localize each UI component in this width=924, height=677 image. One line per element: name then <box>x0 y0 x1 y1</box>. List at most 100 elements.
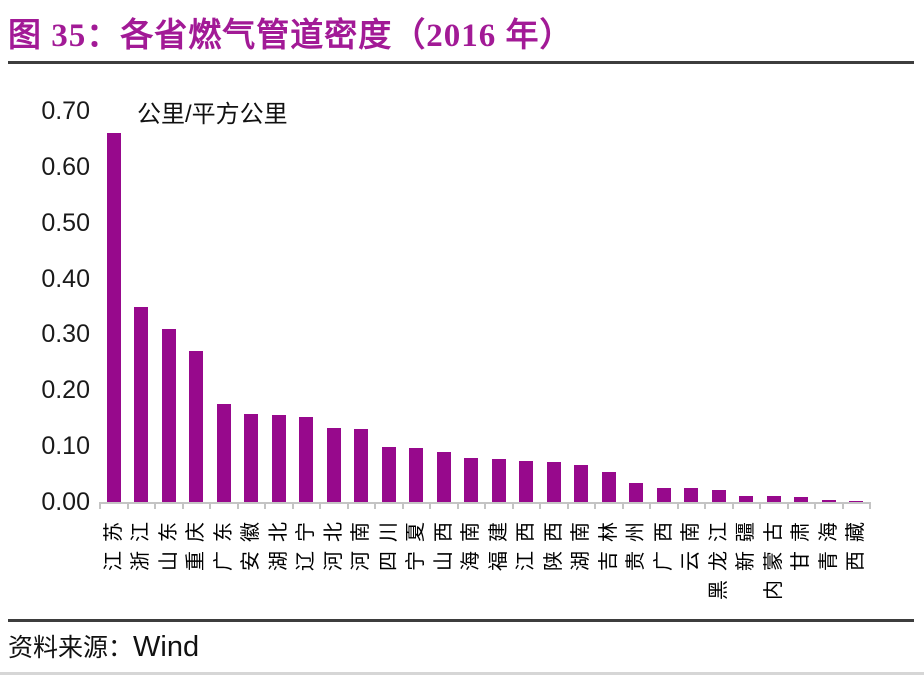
x-axis-tick <box>264 502 266 509</box>
bar <box>546 462 561 502</box>
x-axis-label: 河南 <box>350 513 373 571</box>
x-axis-label: 辽宁 <box>295 513 318 571</box>
x-axis-tick <box>869 502 871 509</box>
x-axis-tick <box>704 502 706 509</box>
bar <box>134 307 149 502</box>
x-axis-label: 吉林 <box>597 513 620 571</box>
bar <box>189 351 204 502</box>
x-axis-label: 西藏 <box>845 513 868 571</box>
x-axis-tick <box>841 502 844 509</box>
title-divider <box>8 61 914 64</box>
x-axis-tick <box>594 502 596 509</box>
x-axis-label: 云南 <box>680 513 703 571</box>
x-axis-tick <box>209 502 211 509</box>
x-axis-tick <box>291 502 294 509</box>
bar <box>629 483 644 502</box>
bar <box>849 501 864 502</box>
bar <box>299 417 314 502</box>
source-value: Wind <box>133 631 200 663</box>
x-axis-label: 湖南 <box>570 513 593 571</box>
x-axis-label: 内蒙古 <box>762 513 785 600</box>
x-axis-tick <box>319 502 321 509</box>
y-axis-tick-label: 0.40 <box>41 264 90 293</box>
bar <box>711 490 726 502</box>
y-axis-tick-label: 0.30 <box>41 320 90 349</box>
bar <box>106 133 121 502</box>
x-axis-label: 广东 <box>212 513 235 571</box>
x-axis-tick <box>511 502 514 509</box>
x-axis-tick <box>456 502 459 509</box>
bar <box>436 452 451 502</box>
x-axis-label: 海南 <box>460 513 483 571</box>
bar <box>766 496 781 502</box>
x-axis-tick <box>401 502 404 509</box>
bar <box>821 500 836 502</box>
x-axis-tick <box>649 502 651 509</box>
x-axis-label: 重庆 <box>185 513 208 571</box>
y-axis-unit-label: 公里/平方公里 <box>137 101 288 128</box>
x-axis-tick <box>814 502 816 509</box>
x-axis-tick <box>731 502 734 509</box>
bar <box>794 497 809 502</box>
y-axis-tick-label: 0.20 <box>41 376 90 405</box>
source-label: 资料来源： <box>8 635 134 662</box>
bar <box>684 488 699 502</box>
bar <box>354 429 369 502</box>
y-axis-tick-label: 0.60 <box>41 152 90 181</box>
x-axis-tick <box>539 502 541 509</box>
y-axis-tick-label: 0.10 <box>41 432 90 461</box>
x-axis-tick <box>621 502 624 509</box>
x-axis-label: 宁夏 <box>405 513 428 571</box>
x-axis-tick <box>154 502 156 509</box>
x-axis-label: 黑龙江 <box>707 513 730 600</box>
bar <box>326 428 341 502</box>
x-axis-label: 江西 <box>515 513 538 571</box>
x-axis-tick <box>374 502 376 509</box>
x-axis-tick <box>429 502 431 509</box>
bottom-border <box>0 672 924 675</box>
x-axis-label: 江苏 <box>102 513 125 571</box>
x-axis-label: 安徽 <box>240 513 263 571</box>
x-axis-label: 山西 <box>432 513 455 571</box>
bar <box>739 496 754 502</box>
bar <box>491 459 506 502</box>
x-axis-tick <box>566 502 569 509</box>
bar <box>656 488 671 502</box>
x-axis-tick <box>126 502 129 509</box>
x-axis-label: 福建 <box>487 513 510 571</box>
x-axis-tick <box>676 502 679 509</box>
bar <box>574 465 589 502</box>
x-axis-label: 青海 <box>817 513 840 571</box>
y-axis-tick-label: 0.70 <box>41 97 90 125</box>
x-axis-label: 山东 <box>157 513 180 571</box>
bar <box>161 329 176 502</box>
bar <box>381 447 396 502</box>
bar <box>464 458 479 502</box>
x-axis-tick <box>346 502 349 509</box>
x-axis-label: 四川 <box>377 513 400 571</box>
x-axis-label: 浙江 <box>130 513 153 571</box>
x-axis-tick <box>181 502 184 509</box>
x-axis-tick <box>236 502 239 509</box>
x-axis-tick <box>99 502 101 509</box>
x-axis-tick <box>786 502 789 509</box>
bar <box>244 414 259 502</box>
bar <box>216 404 231 502</box>
x-axis-label: 河北 <box>322 513 345 571</box>
x-axis-label: 甘肃 <box>790 513 813 571</box>
y-axis-tick-label: 0.00 <box>41 488 90 516</box>
bar <box>271 415 286 502</box>
source-line: 资料来源：Wind <box>8 628 199 664</box>
x-axis-tick <box>484 502 486 509</box>
bar <box>601 472 616 502</box>
y-axis-tick-label: 0.50 <box>41 208 90 237</box>
figure-title: 图 35：各省燃气管道密度（2016 年） <box>8 18 574 54</box>
x-axis-tick <box>759 502 761 509</box>
x-axis-label: 新疆 <box>735 513 758 571</box>
bar <box>409 448 424 502</box>
bar <box>519 461 534 502</box>
source-divider <box>8 619 914 622</box>
x-axis-label: 贵州 <box>625 513 648 571</box>
x-axis-label: 陕西 <box>542 513 565 571</box>
